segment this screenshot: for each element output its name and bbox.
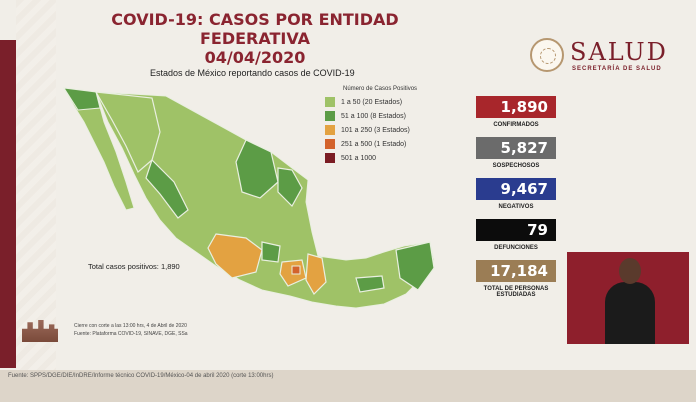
footer-source: Fuente: SPPS/DGE/DIE/InDRE/Informe técni… xyxy=(8,373,274,379)
cutoff-note: Cierre con corte a las 13:00 hrs, 4 de A… xyxy=(74,323,187,329)
salud-logo: SALUD SECRETARÍA DE SALUD xyxy=(530,36,680,76)
legend-swatch xyxy=(325,125,335,135)
source-note: Fuente: Plataforma COVID-19, SINAVE, DGE… xyxy=(74,331,188,337)
map-title: Estados de México reportando casos de CO… xyxy=(150,68,355,78)
logo-subtitle: SECRETARÍA DE SALUD xyxy=(572,66,662,72)
footer-bar: Fuente: SPPS/DGE/DIE/InDRE/Informe técni… xyxy=(0,370,696,402)
seal-icon xyxy=(530,38,564,72)
legend-label: 101 a 250 (3 Estados) xyxy=(341,126,410,134)
decorative-strip xyxy=(0,40,16,368)
legend-label: 1 a 50 (20 Estados) xyxy=(341,98,403,106)
stat-label: CONFIRMADOS xyxy=(493,122,539,128)
stat-label: TOTAL DE PERSONAS ESTUDIADAS xyxy=(483,286,549,298)
page-title: COVID-19: CASOS POR ENTIDAD FEDERATIVA 0… xyxy=(60,10,450,67)
stat-confirmados: 1,890 CONFIRMADOS xyxy=(476,96,556,128)
state-yucatan xyxy=(395,241,435,291)
legend-label: 251 a 500 (1 Estado) xyxy=(341,140,407,148)
stats-panel: 1,890 CONFIRMADOS 5,827 SOSPECHOSOS 9,46… xyxy=(476,96,556,307)
interpreter-body xyxy=(605,282,655,344)
building-icon xyxy=(22,320,58,342)
title-line-1: COVID-19: CASOS POR ENTIDAD FEDERATIVA xyxy=(111,10,399,48)
stat-value: 17,184 xyxy=(476,260,556,282)
stat-label: SOSPECHOSOS xyxy=(492,163,540,169)
stat-label: NEGATIVOS xyxy=(498,204,534,210)
stat-defunciones: 79 DEFUNCIONES xyxy=(476,219,556,251)
state-baja-california xyxy=(63,87,135,211)
legend-item: 1 a 50 (20 Estados) xyxy=(325,95,417,109)
stat-value: 79 xyxy=(476,219,556,241)
stat-value: 5,827 xyxy=(476,137,556,159)
stat-value: 9,467 xyxy=(476,178,556,200)
interpreter-head xyxy=(619,258,641,284)
legend-item: 101 a 250 (3 Estados) xyxy=(325,123,417,137)
stat-sospechosos: 5,827 SOSPECHOSOS xyxy=(476,137,556,169)
state-tabasco xyxy=(355,275,385,293)
legend-label: 501 a 1000 xyxy=(341,154,377,162)
state-nuevo-leon xyxy=(277,167,303,207)
state-guanajuato xyxy=(261,241,281,263)
total-cases-text: Total casos positivos: 1,890 xyxy=(88,262,180,271)
title-date: 04/04/2020 xyxy=(204,48,306,67)
state-cdmx xyxy=(291,265,301,275)
legend-item: 501 a 1000 xyxy=(325,151,417,165)
stat-label: DEFUNCIONES xyxy=(494,245,538,251)
state-sinaloa xyxy=(145,158,189,219)
state-baja-california-north xyxy=(63,87,101,111)
state-puebla xyxy=(305,253,327,295)
legend-item: 251 a 500 (1 Estado) xyxy=(325,137,417,151)
state-coahuila xyxy=(235,139,279,199)
legend-header: Número de Casos Positivos xyxy=(343,86,418,92)
state-sonora xyxy=(94,91,161,173)
legend-label: 51 a 100 (8 Estados) xyxy=(341,112,406,120)
legend-swatch xyxy=(325,97,335,107)
mexico-map xyxy=(63,87,435,309)
legend-swatch xyxy=(325,111,335,121)
legend-swatch xyxy=(325,153,335,163)
legend-item: 51 a 100 (8 Estados) xyxy=(325,109,417,123)
legend-swatch xyxy=(325,139,335,149)
logo-name: SALUD xyxy=(570,38,668,66)
map-legend: Número de Casos Positivos 1 a 50 (20 Est… xyxy=(325,86,417,165)
stat-negativos: 9,467 NEGATIVOS xyxy=(476,178,556,210)
sign-language-interpreter-video xyxy=(567,252,689,344)
stat-total-estudiadas: 17,184 TOTAL DE PERSONAS ESTUDIADAS xyxy=(476,260,556,298)
stat-value: 1,890 xyxy=(476,96,556,118)
state-jalisco xyxy=(207,233,263,279)
